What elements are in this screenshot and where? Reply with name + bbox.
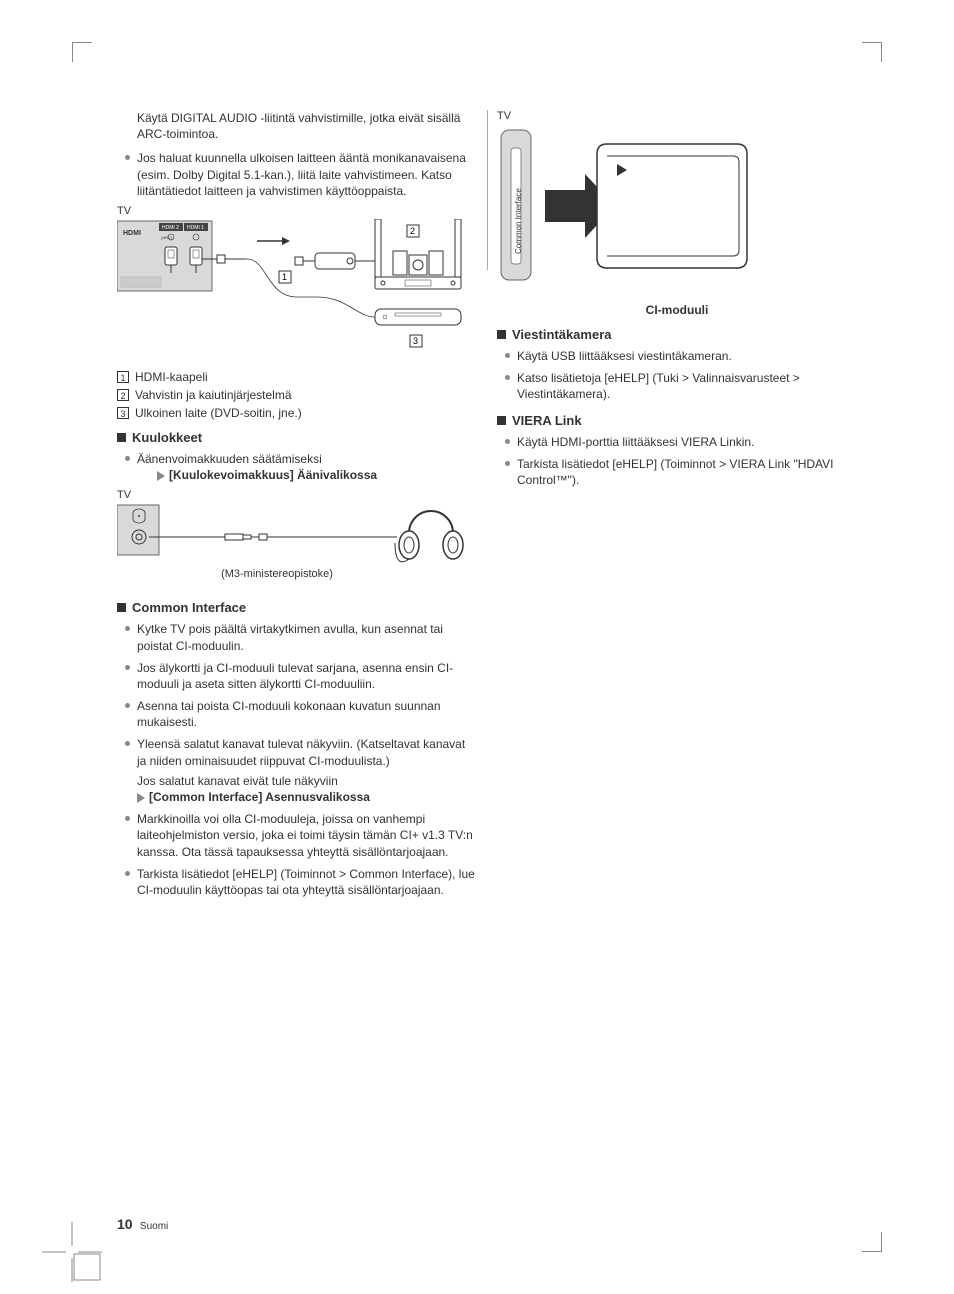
column-divider — [487, 110, 488, 270]
page-lang: Suomi — [140, 1221, 168, 1232]
crop-mark-bl — [42, 1222, 102, 1282]
bullet-multichannel: Jos haluat kuunnella ulkoisen laitteen ä… — [117, 150, 477, 199]
bullet-multichannel-text: Jos haluat kuunnella ulkoisen laitteen ä… — [137, 151, 466, 197]
svg-text:HDMI 1: HDMI 1 — [187, 225, 204, 231]
viestinta-bullet-0-text: Käytä USB liittääksesi viestintäkameran. — [517, 349, 732, 363]
ci-diagram: Common Interface — [497, 124, 757, 294]
svg-text:3: 3 — [413, 336, 418, 346]
square-icon — [497, 330, 506, 339]
page-footer: 10 Suomi — [117, 1216, 168, 1232]
kuulokkeet-ref: [Kuulokevoimakkuus] Äänivalikossa — [169, 468, 377, 482]
heading-ci-text: Common Interface — [132, 600, 246, 615]
page-frame: Käytä DIGITAL AUDIO -liitintä vahvistimi… — [72, 42, 882, 1252]
svg-text:Common Interface: Common Interface — [514, 188, 523, 254]
hdmi-legend: 1 HDMI-kaapeli 2 Vahvistin ja kaiutinjär… — [117, 370, 477, 420]
ci-bullet-2-text: Asenna tai poista CI-moduuli kokonaan ku… — [137, 699, 441, 729]
legend-text-1: HDMI-kaapeli — [135, 370, 208, 384]
bullet-dot-icon — [125, 155, 130, 160]
bullet-dot-icon — [505, 461, 510, 466]
svg-text:1: 1 — [282, 272, 287, 282]
ci-nochannels-text: Jos salatut kanavat eivät tule näkyviin — [137, 773, 477, 789]
ci-bullet-4-text: Markkinoilla voi olla CI-moduuleja, jois… — [137, 812, 473, 858]
kuulokkeet-bullet-text: Äänenvoimakkuuden säätämiseksi — [137, 452, 322, 466]
heading-viestinta: Viestintäkamera — [497, 327, 857, 342]
legend-text-3: Ulkoinen laite (DVD-soitin, jne.) — [135, 406, 302, 420]
viestinta-bullet-0: Käytä USB liittääksesi viestintäkameran. — [497, 348, 857, 364]
svg-text:(ARC): (ARC) — [161, 235, 173, 240]
viestinta-bullet-1-text: Katso lisätietoja [eHELP] (Tuki > Valinn… — [517, 371, 800, 401]
bullet-dot-icon — [125, 871, 130, 876]
svg-text:2: 2 — [410, 226, 415, 236]
legend-row-3: 3 Ulkoinen laite (DVD-soitin, jne.) — [117, 406, 477, 420]
tv-label-hdmi: TV — [117, 205, 477, 217]
hdmi-diagram: HDMI HDMI 2 HDMI 1 (ARC) — [117, 219, 467, 359]
heading-viera: VIERA Link — [497, 413, 857, 428]
viestinta-bullet-1: Katso lisätietoja [eHELP] (Tuki > Valinn… — [497, 370, 857, 402]
bullet-dot-icon — [125, 626, 130, 631]
crop-mark-tr — [862, 42, 882, 62]
viera-bullet-0: Käytä HDMI-porttia liittääksesi VIERA Li… — [497, 434, 857, 450]
viera-bullet-0-text: Käytä HDMI-porttia liittääksesi VIERA Li… — [517, 435, 754, 449]
arrow-icon — [137, 793, 145, 803]
kuulokkeet-bullet: Äänenvoimakkuuden säätämiseksi [Kuulokev… — [117, 451, 477, 483]
ci-bullet-3: Yleensä salatut kanavat tulevat näkyviin… — [117, 736, 477, 805]
intro-text: Käytä DIGITAL AUDIO -liitintä vahvistimi… — [137, 110, 477, 142]
ci-bullet-1: Jos älykortti ja CI-moduuli tulevat sarj… — [117, 660, 477, 692]
bullet-dot-icon — [505, 375, 510, 380]
heading-kuulokkeet-text: Kuulokkeet — [132, 430, 202, 445]
ci-bullet-4: Markkinoilla voi olla CI-moduuleja, jois… — [117, 811, 477, 860]
content-area: Käytä DIGITAL AUDIO -liitintä vahvistimi… — [117, 110, 857, 904]
heading-viestinta-text: Viestintäkamera — [512, 327, 612, 342]
viera-bullet-1: Tarkista lisätiedot [eHELP] (Toiminnot >… — [497, 456, 857, 488]
page-number: 10 — [117, 1216, 133, 1232]
crop-mark-tl — [72, 42, 92, 62]
ci-bullet-1-text: Jos älykortti ja CI-moduuli tulevat sarj… — [137, 661, 453, 691]
ci-bullet-5: Tarkista lisätiedot [eHELP] (Toiminnot >… — [117, 866, 477, 898]
ci-bullet-3-text: Yleensä salatut kanavat tulevat näkyviin… — [137, 737, 465, 767]
tv-label-kuulokkeet: TV — [117, 489, 477, 501]
bullet-dot-icon — [505, 439, 510, 444]
tv-label-ci: TV — [497, 110, 857, 122]
svg-text:HDMI 2: HDMI 2 — [162, 225, 179, 231]
right-column: TV Common Interface CI-moduuli Vie — [497, 110, 857, 904]
ci-ref: [Common Interface] Asennusvalikossa — [149, 790, 370, 804]
ci-bullet-0-text: Kytke TV pois päältä virtakytkimen avull… — [137, 622, 443, 652]
left-column: Käytä DIGITAL AUDIO -liitintä vahvistimi… — [117, 110, 477, 904]
bullet-dot-icon — [125, 741, 130, 746]
legend-num-3: 3 — [117, 407, 129, 419]
bullet-dot-icon — [125, 703, 130, 708]
square-icon — [497, 416, 506, 425]
ci-bullet-2: Asenna tai poista CI-moduuli kokonaan ku… — [117, 698, 477, 730]
bullet-dot-icon — [125, 665, 130, 670]
legend-num-2: 2 — [117, 389, 129, 401]
heading-viera-text: VIERA Link — [512, 413, 582, 428]
legend-num-1: 1 — [117, 371, 129, 383]
legend-row-2: 2 Vahvistin ja kaiutinjärjestelmä — [117, 388, 477, 402]
ci-module-caption: CI-moduuli — [597, 303, 757, 317]
ci-bullet-0: Kytke TV pois päältä virtakytkimen avull… — [117, 621, 477, 653]
legend-row-1: 1 HDMI-kaapeli — [117, 370, 477, 384]
heading-common-interface: Common Interface — [117, 600, 477, 615]
bullet-dot-icon — [505, 353, 510, 358]
ci-bullet-5-text: Tarkista lisätiedot [eHELP] (Toiminnot >… — [137, 867, 475, 897]
svg-text:HDMI: HDMI — [123, 230, 141, 237]
bullet-dot-icon — [125, 816, 130, 821]
legend-text-2: Vahvistin ja kaiutinjärjestelmä — [135, 388, 292, 402]
bullet-dot-icon — [125, 456, 130, 461]
square-icon — [117, 603, 126, 612]
viera-bullet-1-text: Tarkista lisätiedot [eHELP] (Toiminnot >… — [517, 457, 834, 487]
heading-kuulokkeet: Kuulokkeet — [117, 430, 477, 445]
crop-mark-br — [862, 1232, 882, 1252]
arrow-icon — [157, 471, 165, 481]
square-icon — [117, 433, 126, 442]
